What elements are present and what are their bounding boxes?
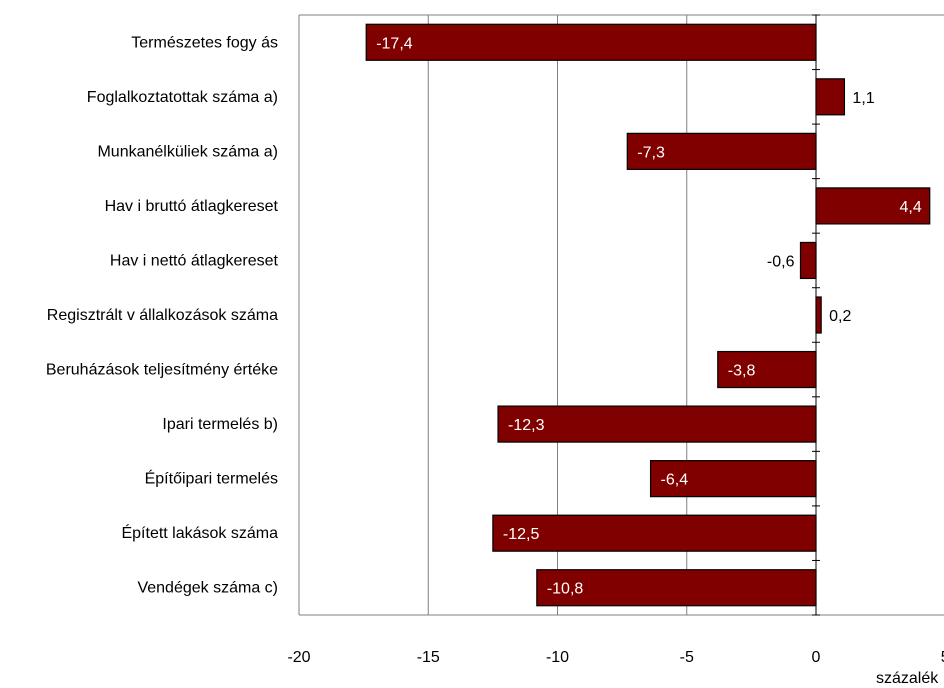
- bars: [365, 23, 931, 607]
- bar: [626, 132, 817, 170]
- axes: [298, 14, 944, 616]
- bar: [365, 23, 817, 61]
- data-label: 0,2: [829, 308, 851, 325]
- bar: [649, 460, 817, 498]
- category-label: Természetes fogy ás: [131, 34, 278, 51]
- category-label: Vendégek száma c): [137, 580, 278, 597]
- bar: [815, 187, 931, 225]
- x-tick-label: -5: [680, 649, 694, 666]
- x-tick-label: -20: [287, 649, 310, 666]
- category-label: Munkanélküliek száma a): [97, 143, 278, 160]
- labels: Természetes fogy ás -17,4 Foglalkoztatotta…: [46, 34, 944, 666]
- category-label: Regisztrált v állalkozások száma: [47, 307, 278, 324]
- category-label: Hav i nettó átlagkereset: [110, 252, 279, 269]
- data-label: -12,5: [503, 526, 540, 543]
- data-label: 4,4: [899, 199, 921, 216]
- data-label: -3,8: [728, 363, 756, 380]
- category-label: Beruházások teljesítmény értéke: [46, 362, 278, 379]
- data-label: -17,4: [376, 35, 413, 52]
- category-label: Ipari termelés b): [162, 416, 278, 433]
- category-label: Épített lakások száma: [121, 523, 278, 542]
- data-label: -12,3: [508, 417, 545, 434]
- x-tick-label: -15: [417, 649, 440, 666]
- x-axis-unit-label: százalék: [876, 670, 939, 687]
- data-label: -0,6: [767, 253, 795, 270]
- bar: [497, 405, 817, 443]
- category-label: Hav i bruttó átlagkereset: [105, 198, 279, 215]
- data-label: -7,3: [637, 144, 665, 161]
- data-label: 1,1: [852, 90, 874, 107]
- bar: [799, 241, 817, 280]
- data-label: -10,8: [547, 581, 584, 598]
- bar: [717, 350, 817, 389]
- category-label: Foglalkoztatottak száma a): [87, 89, 278, 106]
- bar: [815, 296, 822, 334]
- x-tick-label: 0: [812, 649, 821, 666]
- data-label: -6,4: [661, 472, 689, 489]
- bar: [815, 78, 846, 116]
- x-tick-label: -10: [546, 649, 569, 666]
- bar: [492, 514, 817, 552]
- x-tick-label: 5: [941, 649, 944, 666]
- category-label: Építőipari termelés: [145, 469, 278, 488]
